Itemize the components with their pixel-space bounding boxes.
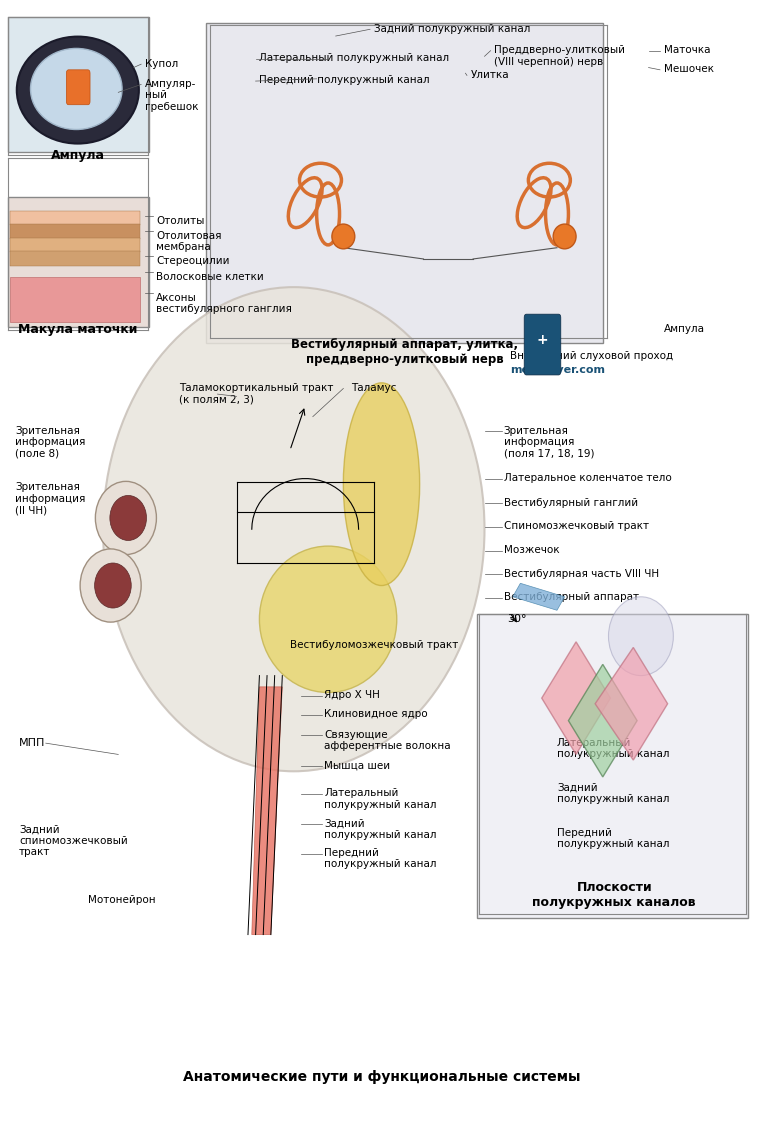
Text: Таламус: Таламус [351,383,396,393]
Polygon shape [595,647,668,760]
Text: Вестибулярный ганглий: Вестибулярный ганглий [504,498,638,508]
Text: Мозжечок: Мозжечок [504,545,559,555]
Ellipse shape [343,383,420,586]
FancyBboxPatch shape [477,614,748,918]
Text: Задний
спиномозжечковый
тракт: Задний спиномозжечковый тракт [19,824,128,857]
Ellipse shape [95,481,156,554]
FancyBboxPatch shape [8,197,149,327]
Bar [10,251,140,266]
Ellipse shape [80,548,141,622]
Ellipse shape [95,563,131,608]
Text: Мотонейрон: Мотонейрон [88,895,156,905]
Text: Плоскости
полукружных каналов: Плоскости полукружных каналов [533,881,696,909]
Text: Ампула: Ампула [51,149,105,162]
Ellipse shape [31,48,122,129]
Text: Спиномозжечковый тракт: Спиномозжечковый тракт [504,521,649,531]
Text: Волосковые клетки: Волосковые клетки [156,272,264,283]
Polygon shape [252,687,282,935]
Ellipse shape [110,495,146,540]
Text: Латеральный полукружный канал: Латеральный полукружный канал [259,53,449,63]
Text: Латеральное коленчатое тело: Латеральное коленчатое тело [504,473,671,483]
Polygon shape [542,642,610,754]
Text: МПП: МПП [19,738,46,748]
Text: Задний
полукружный канал: Задний полукружный канал [557,783,669,804]
Text: Мышца шеи: Мышца шеи [324,760,391,770]
Text: Задний полукружный канал: Задний полукружный канал [374,24,530,34]
Text: Отолиты: Отолиты [156,216,204,226]
Ellipse shape [332,224,355,249]
Text: Латеральный
полукружный канал: Латеральный полукружный канал [324,788,436,810]
Bar [10,224,140,239]
Text: Внутренний слуховой проход: Внутренний слуховой проход [510,351,673,361]
FancyBboxPatch shape [206,23,603,343]
Text: Улитка: Улитка [471,70,510,80]
Ellipse shape [553,224,576,249]
Text: Связующие
афферентные волокна: Связующие афферентные волокна [324,730,451,751]
Polygon shape [568,664,637,777]
Text: Преддверно-улитковый
(VIII черепной) нерв: Преддверно-улитковый (VIII черепной) нер… [494,45,626,66]
Text: Вестибуломозжечковый тракт: Вестибуломозжечковый тракт [290,640,459,650]
Text: Передний полукружный канал: Передний полукружный канал [259,75,430,86]
Text: Отолитовая
мембрана: Отолитовая мембрана [156,231,222,252]
Text: Вестибулярная часть VIII ЧН: Вестибулярная часть VIII ЧН [504,569,658,579]
Text: Передний
полукружный канал: Передний полукружный канал [557,828,669,849]
Text: Аксоны
вестибулярного ганглия: Аксоны вестибулярного ганглия [156,293,292,314]
Text: Макула маточки: Макула маточки [18,323,137,337]
Ellipse shape [259,546,397,692]
Text: +: + [536,333,549,347]
FancyBboxPatch shape [8,17,149,152]
Text: meduniver.com: meduniver.com [510,365,605,375]
Text: Таламокортикальный тракт
(к полям 2, 3): Таламокортикальный тракт (к полям 2, 3) [179,383,333,404]
Text: Вестибулярный аппарат, улитка,
преддверно-улитковый нерв: Вестибулярный аппарат, улитка, преддверн… [291,338,518,366]
Text: Ампула: Ампула [664,324,705,334]
Text: Зрительная
информация
(поле 8): Зрительная информация (поле 8) [15,426,85,458]
Ellipse shape [609,597,673,676]
FancyBboxPatch shape [524,314,561,375]
Polygon shape [513,583,565,610]
Text: Маточка: Маточка [664,45,710,55]
Text: Латеральный
полукружный канал: Латеральный полукружный канал [557,738,669,759]
FancyBboxPatch shape [10,277,140,322]
Text: Стереоцилии: Стереоцилии [156,256,230,266]
Text: Анатомические пути и функциональные системы: Анатомические пути и функциональные сист… [183,1070,580,1083]
Text: Купол: Купол [145,59,179,69]
Bar [10,211,140,225]
Text: Клиновидное ядро: Клиновидное ядро [324,709,428,720]
Ellipse shape [17,36,139,143]
Ellipse shape [103,287,485,771]
FancyBboxPatch shape [66,70,90,105]
Text: Зрительная
информация
(II ЧН): Зрительная информация (II ЧН) [15,482,85,515]
Text: Зрительная
информация
(поля 17, 18, 19): Зрительная информация (поля 17, 18, 19) [504,426,594,458]
Text: Ампуляр-
ный
гребешок: Ампуляр- ный гребешок [145,79,198,111]
Text: Задний
полукружный канал: Задний полукружный канал [324,819,436,840]
Text: Вестибулярный аппарат: Вестибулярный аппарат [504,592,639,602]
Text: Ядро X ЧН: Ядро X ЧН [324,690,380,700]
Text: Передний
полукружный канал: Передний полукружный канал [324,848,436,869]
Text: 30°: 30° [507,614,527,624]
Bar [10,238,140,252]
Text: Мешочек: Мешочек [664,64,714,74]
